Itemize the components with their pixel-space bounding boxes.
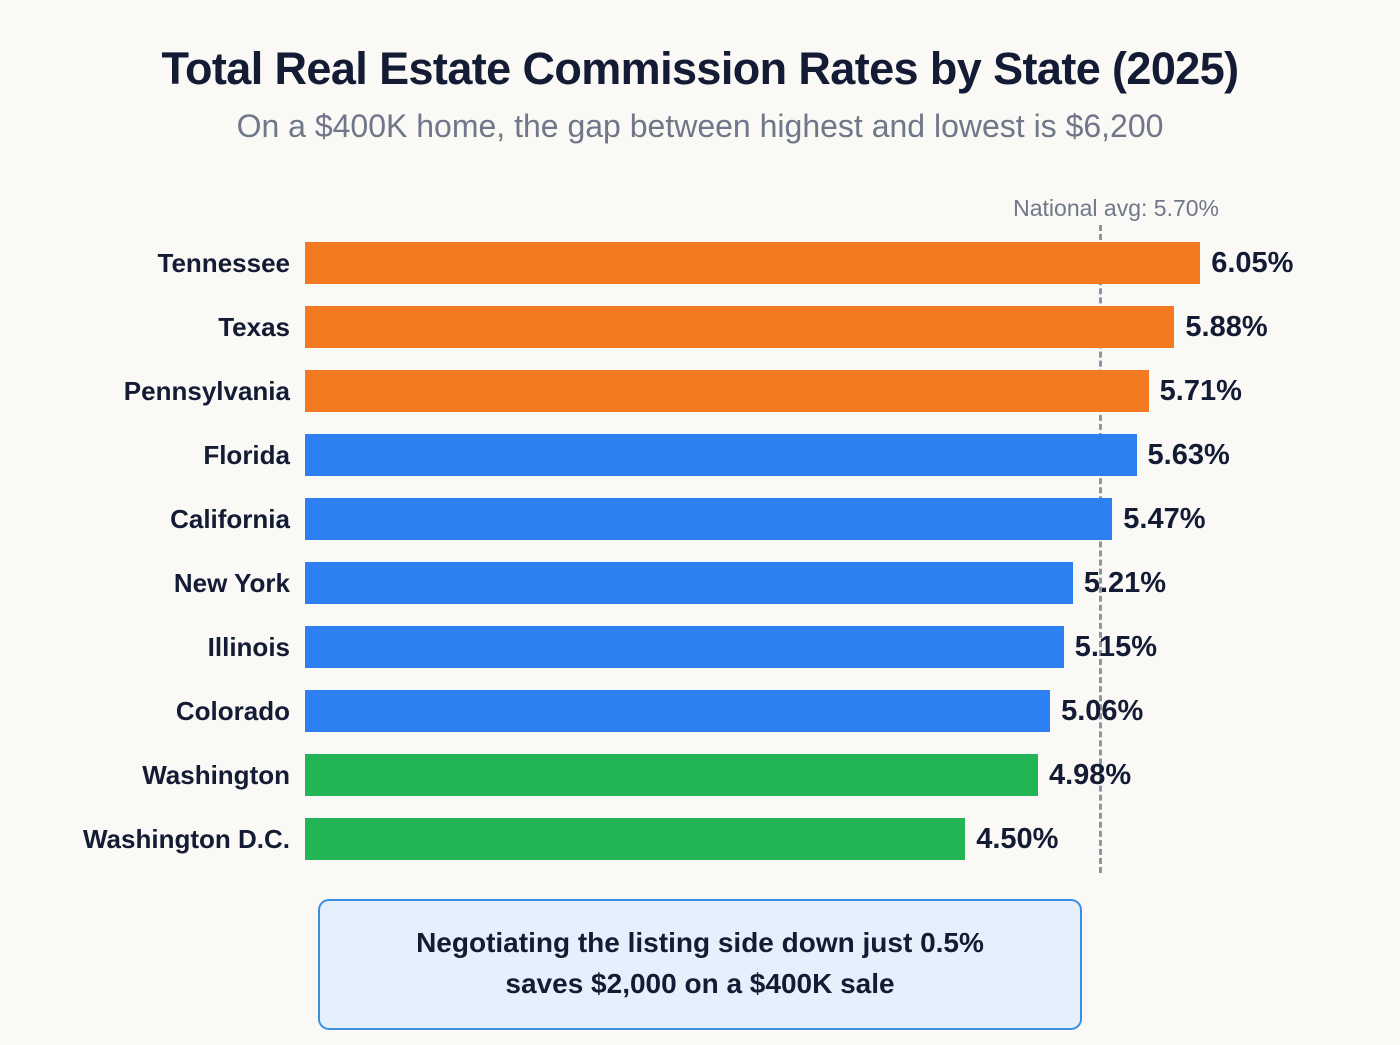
bar-row[interactable]: Illinois 5.15% <box>0 615 1400 679</box>
bar-row[interactable]: Washington D.C. 4.50% <box>0 807 1400 871</box>
bar-track: 4.50% <box>305 818 1400 860</box>
chart-subtitle: On a $400K home, the gap between highest… <box>236 108 1164 145</box>
bar-track: 5.47% <box>305 498 1400 540</box>
plot-area: National avg: 5.70% Tennessee 6.05% Texas 5… <box>0 195 1400 885</box>
bar-fill[interactable] <box>305 434 1137 476</box>
bar-fill[interactable] <box>305 498 1113 540</box>
bar-row[interactable]: Colorado 5.06% <box>0 679 1400 743</box>
bar-row[interactable]: Tennessee 6.05% <box>0 231 1400 295</box>
national-average-label: National avg: 5.70% <box>1013 195 1219 221</box>
bar-value-label: 6.05% <box>1211 246 1294 279</box>
bar-value-label: 5.88% <box>1185 310 1268 343</box>
bar-category-label: Texas <box>218 311 290 342</box>
bar-category-label: Florida <box>203 439 290 470</box>
bar-category-label: Illinois <box>207 631 290 662</box>
bar-fill[interactable] <box>305 370 1149 412</box>
bar-track: 5.88% <box>305 306 1400 348</box>
bar-value-label: 5.47% <box>1123 502 1206 535</box>
callout-line-1: Negotiating the listing side down just 0… <box>416 927 984 958</box>
bar-value-label: 5.63% <box>1147 438 1230 471</box>
bar-category-label: California <box>170 503 290 534</box>
bar-track: 5.06% <box>305 690 1400 732</box>
bar-category-label: Washington D.C. <box>82 823 290 854</box>
callout-line-2: saves $2,000 on a $400K sale <box>505 967 895 999</box>
bar-fill[interactable] <box>305 242 1201 284</box>
bar-fill[interactable] <box>305 562 1073 604</box>
bar-category-label: New York <box>173 567 290 598</box>
bar-row[interactable]: Florida 5.63% <box>0 423 1400 487</box>
national-average-reference-line <box>1099 225 1102 873</box>
callout-box: Negotiating the listing side down just 0… <box>318 899 1082 1031</box>
chart-header: Total Real Estate Commission Rates by St… <box>0 0 1400 145</box>
bar-category-label: Washington <box>142 759 290 790</box>
bar-track: 5.15% <box>305 626 1400 668</box>
bar-value-label: 5.06% <box>1061 694 1144 727</box>
bar-row[interactable]: California 5.47% <box>0 487 1400 551</box>
bar-track: 4.98% <box>305 754 1400 796</box>
bar-row[interactable]: New York 5.21% <box>0 551 1400 615</box>
bar-track: 5.71% <box>305 370 1400 412</box>
bar-track: 5.21% <box>305 562 1400 604</box>
bar-track: 6.05% <box>305 242 1400 284</box>
page-title: Total Real Estate Commission Rates by St… <box>161 43 1239 94</box>
bar-row[interactable]: Texas 5.88% <box>0 295 1400 359</box>
bar-category-label: Pennsylvania <box>123 375 290 406</box>
bar-row[interactable]: Pennsylvania 5.71% <box>0 359 1400 423</box>
bar-fill[interactable] <box>305 626 1064 668</box>
bar-value-label: 4.50% <box>976 822 1059 855</box>
bar-fill[interactable] <box>305 754 1038 796</box>
bar-value-label: 5.15% <box>1074 630 1157 663</box>
bar-value-label: 5.71% <box>1159 374 1242 407</box>
bar-fill[interactable] <box>305 306 1175 348</box>
bar-list: Tennessee 6.05% Texas 5.88% Pennsylvania 5.71… <box>0 231 1400 871</box>
bar-category-label: Tennessee <box>157 247 290 278</box>
bar-fill[interactable] <box>305 690 1051 732</box>
bar-value-label: 4.98% <box>1048 758 1132 791</box>
bar-track: 5.63% <box>305 434 1400 476</box>
bar-row[interactable]: Washington 4.98% <box>0 743 1400 807</box>
bar-value-label: 5.21% <box>1083 566 1167 599</box>
bar-category-label: Colorado <box>175 695 290 726</box>
bar-fill[interactable] <box>305 818 966 860</box>
